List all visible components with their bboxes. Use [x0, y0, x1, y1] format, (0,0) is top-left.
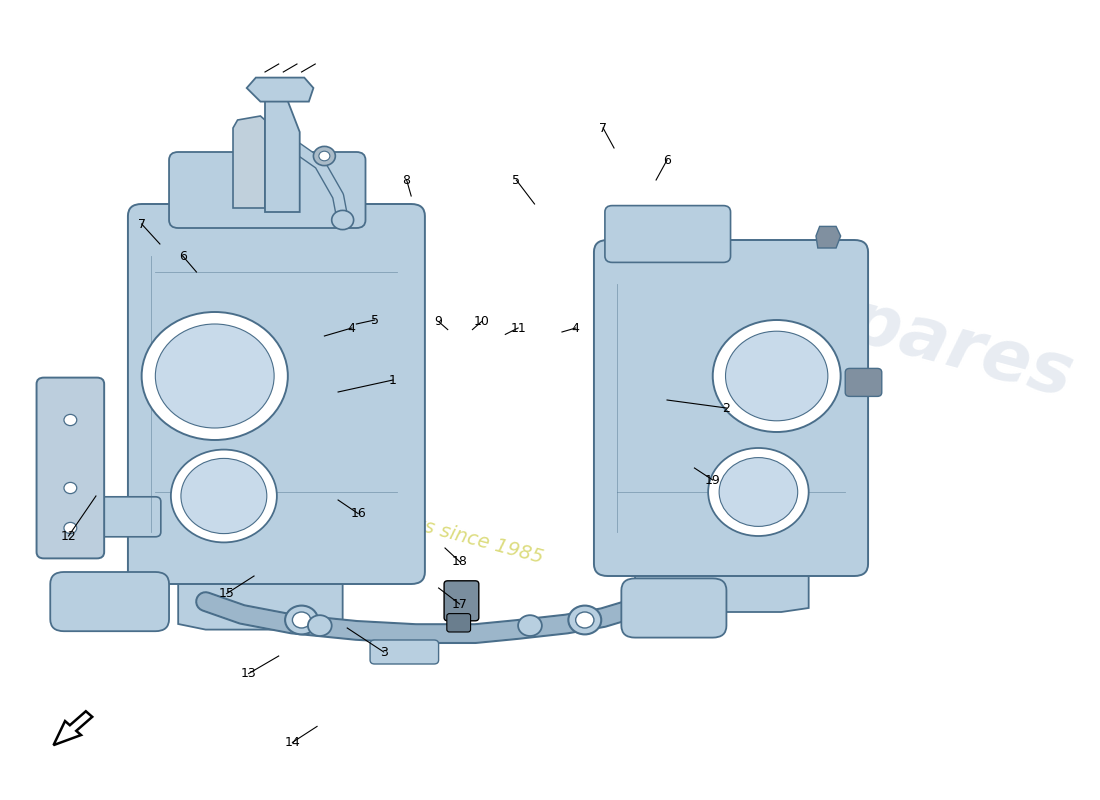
FancyBboxPatch shape: [594, 240, 868, 576]
Text: 2: 2: [723, 402, 730, 414]
Text: 17: 17: [452, 598, 468, 610]
Circle shape: [726, 331, 828, 421]
FancyBboxPatch shape: [605, 206, 730, 262]
Polygon shape: [178, 568, 343, 630]
Text: 18: 18: [452, 555, 468, 568]
Circle shape: [518, 615, 542, 636]
Text: 1: 1: [389, 374, 397, 386]
Polygon shape: [246, 78, 314, 102]
Text: 4: 4: [348, 322, 355, 334]
Circle shape: [575, 612, 594, 628]
Circle shape: [285, 606, 318, 634]
Text: 16: 16: [350, 507, 366, 520]
Text: 3: 3: [379, 646, 387, 658]
Text: 4: 4: [572, 322, 580, 334]
Polygon shape: [816, 226, 840, 248]
FancyBboxPatch shape: [51, 572, 169, 631]
Circle shape: [64, 482, 77, 494]
Polygon shape: [54, 711, 92, 745]
Circle shape: [180, 458, 267, 534]
Text: a passion for parts since 1985: a passion for parts since 1985: [256, 473, 546, 567]
Text: 7: 7: [600, 122, 607, 134]
Text: 7: 7: [138, 218, 145, 230]
Circle shape: [314, 146, 336, 166]
Circle shape: [713, 320, 840, 432]
FancyBboxPatch shape: [621, 578, 726, 638]
Circle shape: [332, 210, 353, 230]
Polygon shape: [265, 96, 299, 212]
FancyBboxPatch shape: [370, 640, 439, 664]
Circle shape: [142, 312, 288, 440]
Text: eurospares: eurospares: [621, 227, 1080, 413]
Circle shape: [155, 324, 274, 428]
Circle shape: [293, 612, 310, 628]
Circle shape: [719, 458, 797, 526]
Text: 5: 5: [513, 174, 520, 186]
Circle shape: [308, 615, 332, 636]
Text: 11: 11: [510, 322, 526, 334]
Circle shape: [708, 448, 808, 536]
FancyBboxPatch shape: [447, 614, 471, 632]
Text: 6: 6: [179, 250, 187, 262]
Text: 14: 14: [285, 736, 300, 749]
Circle shape: [64, 522, 77, 534]
FancyBboxPatch shape: [169, 152, 365, 228]
Polygon shape: [635, 558, 808, 612]
Text: 13: 13: [241, 667, 256, 680]
Circle shape: [170, 450, 277, 542]
Circle shape: [319, 151, 330, 161]
Text: 19: 19: [705, 474, 720, 486]
FancyBboxPatch shape: [128, 204, 425, 584]
Text: 8: 8: [403, 174, 410, 186]
Text: 5: 5: [371, 314, 378, 326]
Text: 12: 12: [60, 530, 76, 542]
Polygon shape: [233, 116, 265, 208]
FancyBboxPatch shape: [444, 581, 478, 621]
FancyBboxPatch shape: [36, 378, 104, 558]
Text: 9: 9: [434, 315, 442, 328]
Text: 10: 10: [474, 315, 490, 328]
Circle shape: [64, 414, 77, 426]
FancyBboxPatch shape: [845, 368, 882, 396]
Text: 6: 6: [663, 154, 671, 166]
FancyBboxPatch shape: [81, 497, 161, 537]
Circle shape: [569, 606, 602, 634]
Text: 15: 15: [219, 587, 234, 600]
